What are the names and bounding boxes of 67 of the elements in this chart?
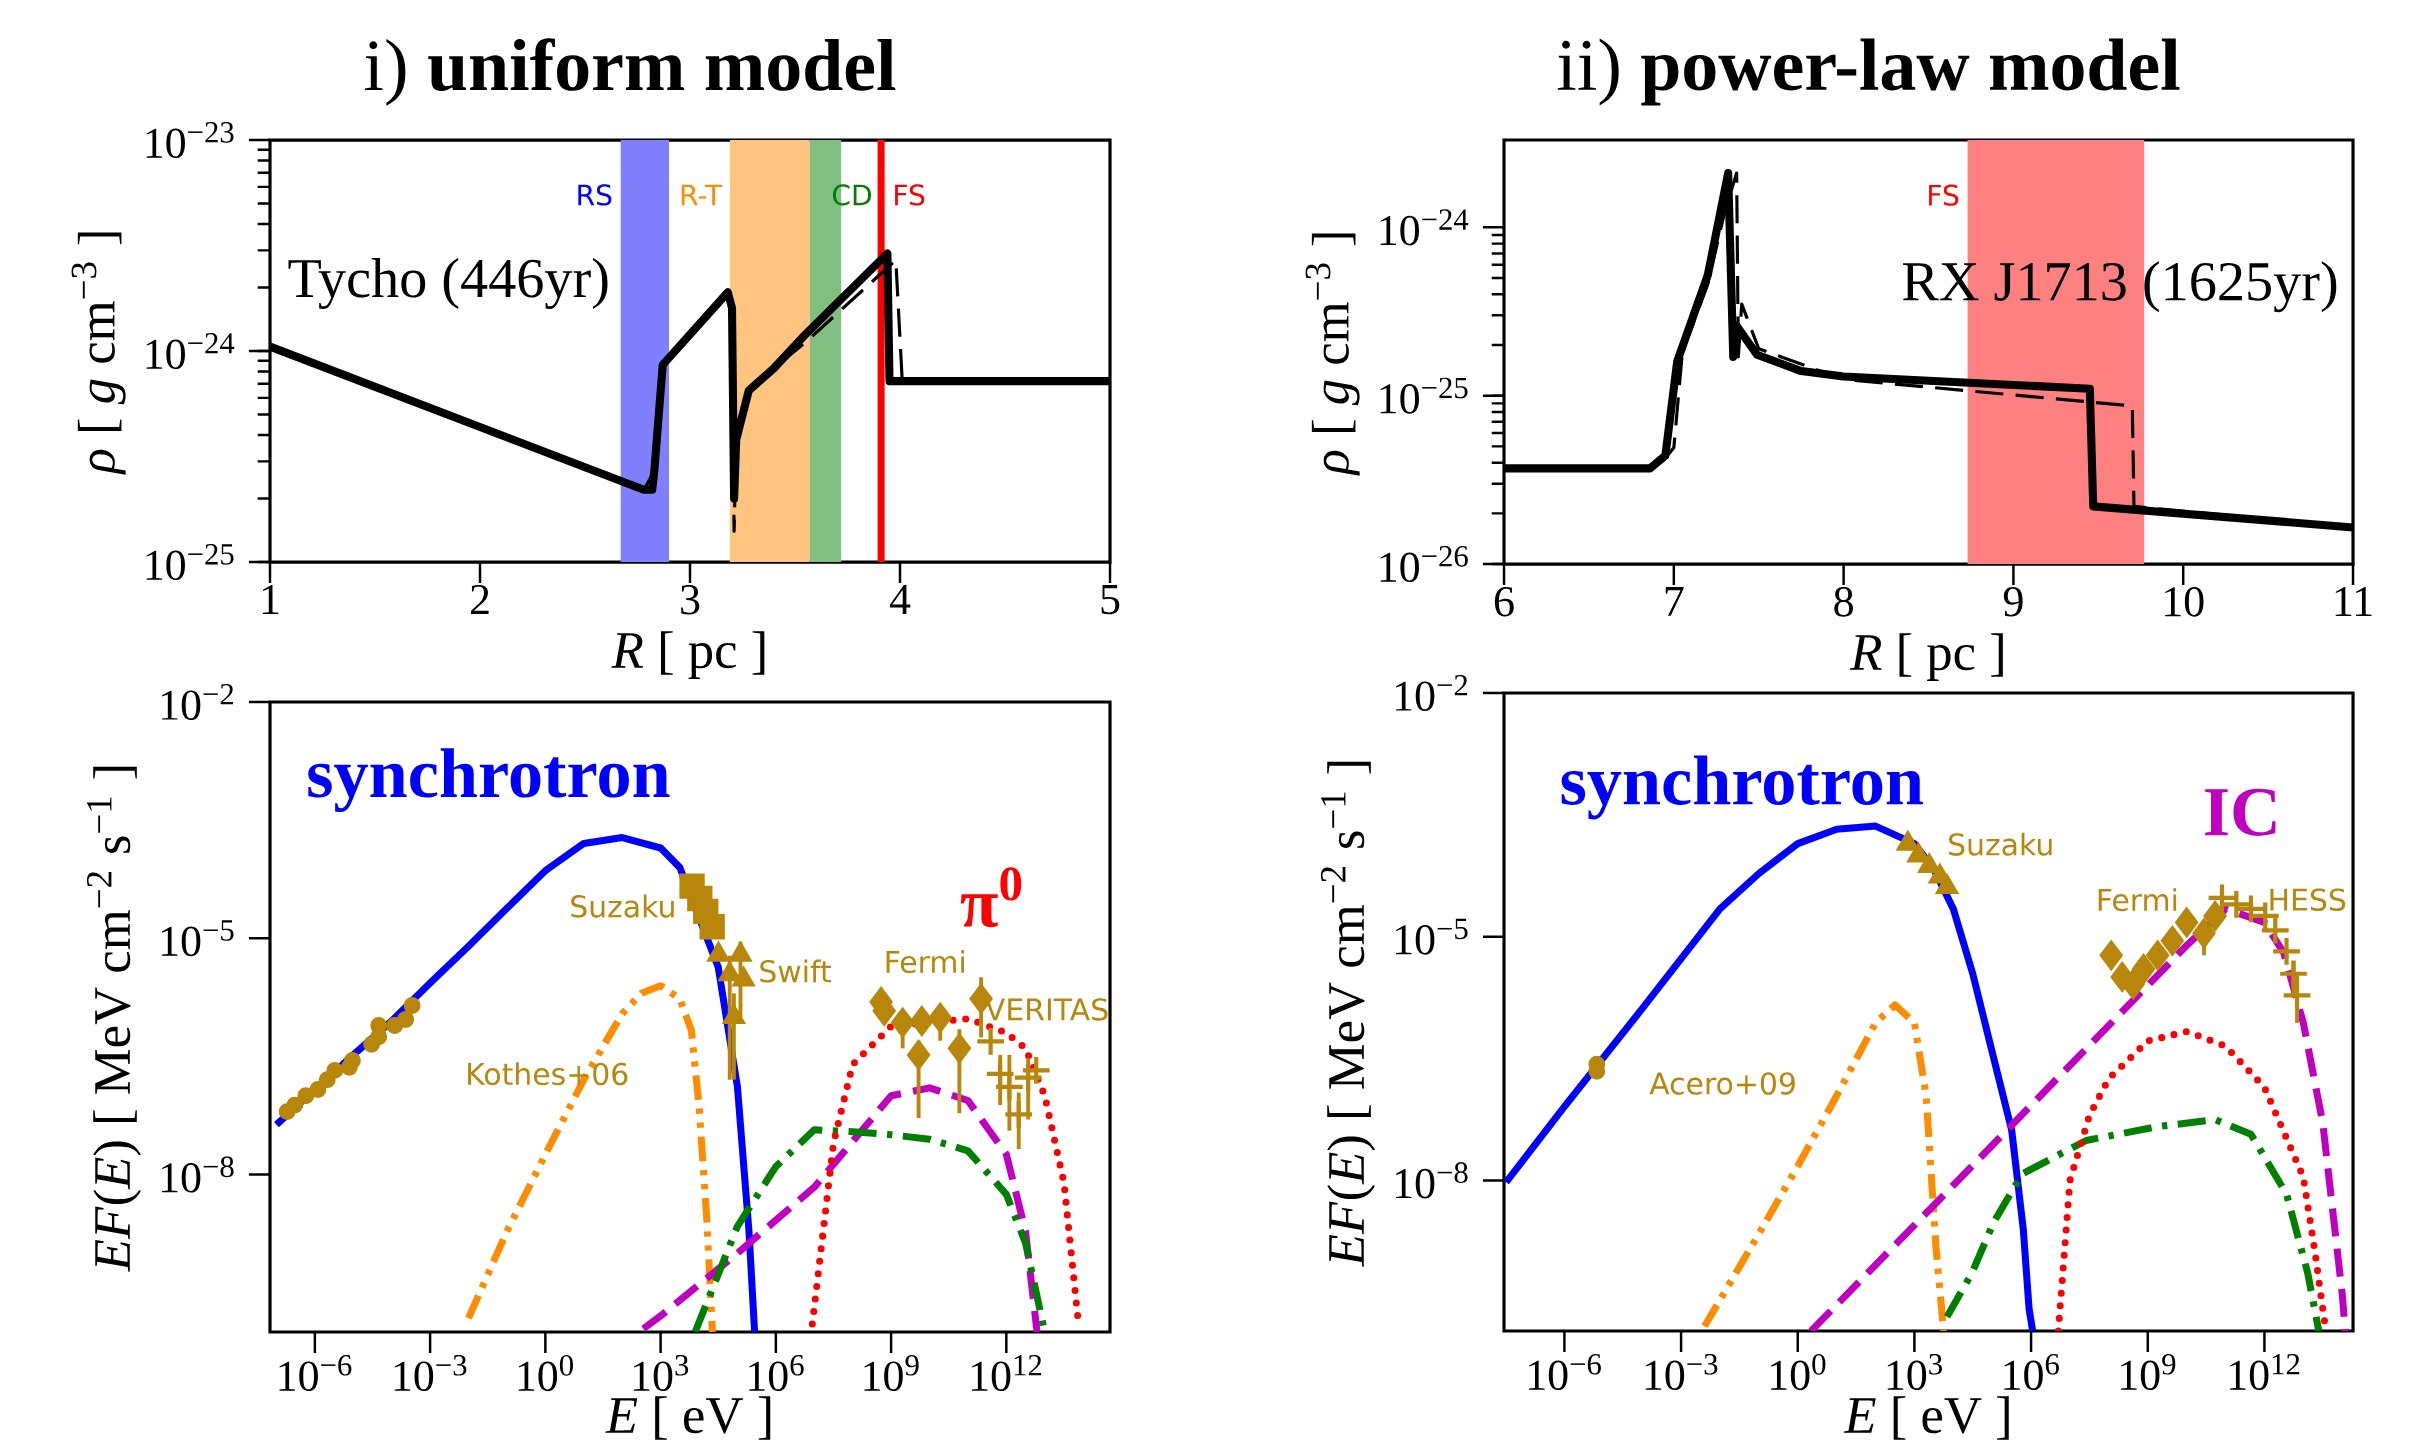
annotation: RX J1713 (1625yr) [1902, 261, 2337, 313]
y-tick-label: 10$^{−26}$ [1380, 546, 1468, 583]
x-tick-label: 2 [470, 584, 489, 615]
x-tick-label: 10$^{6}$ [2004, 1353, 2059, 1391]
series-label: Fermi [886, 949, 964, 974]
band-label: FS [1929, 184, 1959, 206]
y-tick-label: 10$^{−2}$ [1395, 674, 1468, 712]
x-tick-label: 6 [1494, 586, 1514, 617]
x-axis-title: E [ eV ] [605, 1396, 771, 1440]
x-tick-label: 4 [889, 584, 911, 614]
y-tick-label: 10$^{−23}$ [146, 122, 234, 159]
x-tick-label: 10$^{3}$ [633, 1354, 689, 1392]
x-tick-label: 10 [2165, 586, 2204, 617]
ref-line-label: FS [895, 184, 925, 206]
text: Kothes+06 [468, 1062, 628, 1086]
x-tick-label: 10$^{0}$ [518, 1354, 573, 1392]
y-axis-title: EF(E) [ MeV cm$^{−2}$ s$^{−1}$ ] [86, 766, 142, 1272]
band-label: CD [832, 184, 871, 206]
x-tick-label: 10$^{12}$ [2230, 1353, 2300, 1391]
y-tick-label: 10$^{−8}$ [1395, 1162, 1468, 1199]
x-tick-label: 10$^{0}$ [1771, 1353, 1826, 1391]
y-axis-title: ρ [ g cm$^{−3}$ ] [71, 232, 126, 475]
series-label: VERITAS [985, 998, 1108, 1021]
y-axis-title: ρ [ g cm$^{−3}$ ] [1305, 233, 1360, 476]
x-tick-label: 10$^{9}$ [864, 1354, 919, 1392]
x-tick-label: 1 [262, 585, 279, 614]
y-tick-label: 10$^{−24}$ [146, 333, 235, 370]
y-tick-label: 10$^{−2}$ [161, 683, 234, 721]
x-tick-label: 11 [2335, 586, 2372, 616]
y-tick-label: 10$^{−8}$ [161, 1156, 234, 1193]
x-axis-title: R [ pc ] [1849, 633, 2003, 681]
x-axis-title: E [ eV ] [1843, 1396, 2009, 1440]
y-tick-label: 10$^{−24}$ [1380, 209, 1469, 246]
x-tick-label: 10$^{12}$ [971, 1354, 1042, 1392]
series-label: HESS [2270, 888, 2346, 912]
x-tick-label: 7 [1665, 586, 1684, 616]
series-label: IC [2205, 788, 2276, 836]
x-tick-label: 10$^{3}$ [1887, 1353, 1942, 1391]
x-tick-label: 9 [2003, 586, 2023, 617]
band-label: R-T [681, 184, 723, 206]
x-tick-label: 10$^{−3}$ [1645, 1353, 1718, 1391]
x-tick-label: 8 [1834, 586, 1853, 617]
series-label: Acero+09 [1649, 1072, 1795, 1095]
series-label: synchrotron [1561, 755, 1923, 820]
x-tick-label: 10$^{6}$ [749, 1354, 804, 1392]
x-tick-label: 3 [681, 584, 700, 615]
x-tick-label: 10$^{9}$ [2121, 1353, 2176, 1391]
series-label: Fermi [2098, 888, 2177, 912]
x-tick-label: 5 [1101, 584, 1120, 615]
series-label: π$^{0}$ [960, 867, 1022, 928]
chart-title: i) uniform model [365, 38, 896, 106]
x-tick-label: 10$^{−3}$ [394, 1354, 467, 1392]
annotation: Tycho (446yr) [288, 257, 608, 310]
x-tick-label: 10$^{−6}$ [1529, 1353, 1601, 1391]
y-axis-title: EF(E) [ MeV cm$^{−2}$ s$^{−1}$ ] [1320, 761, 1376, 1267]
band-label: RS [578, 184, 612, 206]
series-label: synchrotron [308, 748, 670, 813]
series-label: Suzaku [1949, 832, 2052, 856]
y-tick-label: 10$^{−25}$ [1380, 377, 1468, 414]
y-tick-label: 10$^{−25}$ [146, 544, 234, 581]
y-tick-label: 10$^{−5}$ [1395, 918, 1468, 955]
x-axis-title: R [ pc ] [611, 631, 765, 679]
x-tick-label: 10$^{−6}$ [279, 1354, 352, 1392]
series-label: Suzaku [571, 894, 674, 918]
series-label: Swift [760, 959, 832, 983]
y-tick-label: 10$^{−5}$ [161, 920, 234, 957]
chart-title: ii) power-law model [1557, 38, 2180, 106]
